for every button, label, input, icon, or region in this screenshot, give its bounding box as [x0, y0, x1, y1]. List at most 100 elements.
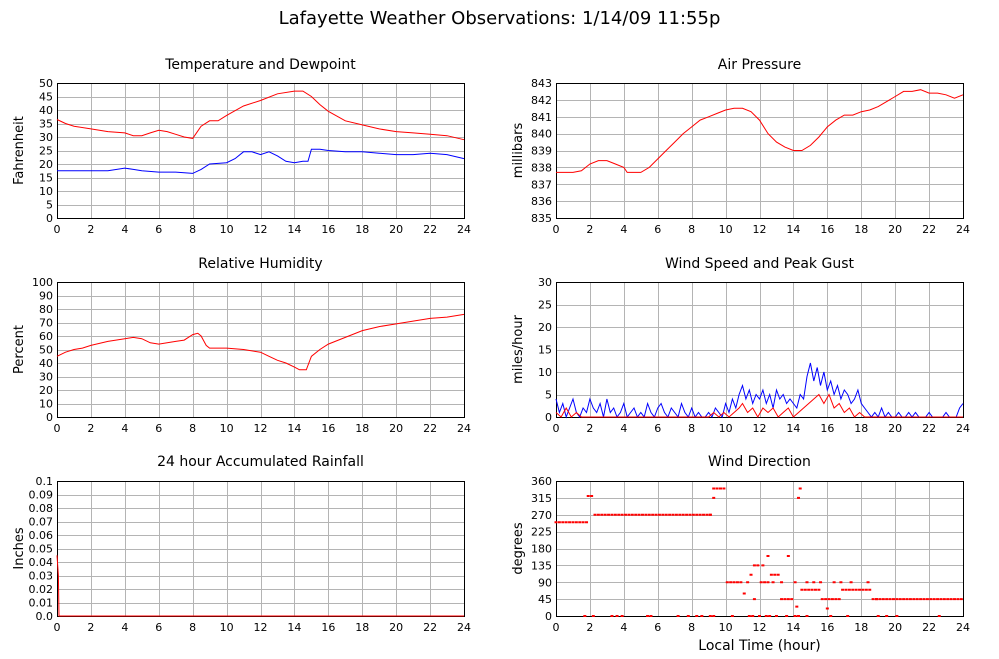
data-point — [868, 588, 872, 591]
data-point — [758, 615, 761, 617]
data-point — [827, 598, 831, 601]
x-tick-label: 18 — [355, 422, 369, 435]
x-tick-label: 8 — [688, 422, 695, 435]
grid — [57, 481, 465, 617]
data-point — [646, 615, 650, 617]
y-tick-label: 10 — [538, 366, 552, 379]
data-point — [878, 598, 882, 601]
x-tick-label: 10 — [719, 621, 733, 634]
x-tick-label: 4 — [620, 621, 627, 634]
page-title: Lafayette Weather Observations: 1/14/09 … — [278, 8, 721, 29]
data-point — [593, 513, 597, 516]
y-tick-label: 25 — [39, 145, 53, 158]
data-point — [700, 615, 704, 617]
x-tick-label: 22 — [922, 621, 936, 634]
series-line — [57, 148, 465, 174]
x-tick-label: 14 — [287, 621, 301, 634]
data-point — [730, 615, 734, 617]
y-tick-label: 843 — [531, 77, 552, 90]
plot-frame — [556, 83, 964, 219]
data-point — [712, 496, 716, 499]
data-point — [712, 615, 716, 617]
y-tick-label: 841 — [531, 111, 552, 124]
x-tick-label: 10 — [220, 223, 234, 236]
x-tick-label: 18 — [355, 621, 369, 634]
data-point — [586, 495, 590, 497]
data-point — [790, 598, 794, 601]
x-tick-label: 0 — [553, 223, 560, 236]
data-point — [876, 615, 880, 617]
data-point — [847, 588, 851, 591]
data-point — [786, 598, 790, 601]
data-point — [888, 598, 892, 601]
data-point — [708, 615, 712, 617]
data-point — [895, 598, 899, 601]
y-tick-label: 0.01 — [29, 597, 54, 610]
data-point — [661, 513, 665, 516]
y-tick-label: 836 — [531, 195, 552, 208]
series-line — [56, 313, 465, 371]
data-point — [732, 581, 736, 584]
data-point — [953, 598, 957, 601]
x-tick-label: 2 — [586, 223, 593, 236]
x-tick-label: 20 — [888, 422, 902, 435]
x-tick-label: 20 — [389, 621, 403, 634]
data-point — [946, 598, 950, 601]
data-point — [830, 598, 834, 601]
x-tick-label: 4 — [121, 621, 128, 634]
data-point — [685, 513, 689, 516]
data-point — [766, 555, 770, 557]
x-tick-label: 14 — [287, 422, 301, 435]
y-tick-label: 10 — [39, 185, 53, 198]
data-point — [564, 521, 568, 524]
data-point — [837, 598, 841, 601]
chart-title: Wind Direction — [708, 454, 811, 470]
x-tick-label: 14 — [786, 621, 800, 634]
data-point — [824, 598, 828, 601]
y-tick-label: 45 — [538, 593, 552, 606]
data-point — [671, 513, 675, 516]
data-point — [691, 513, 695, 516]
chart-title: 24 hour Accumulated Rainfall — [157, 454, 364, 470]
x-tick-label: 10 — [220, 422, 234, 435]
data-point — [875, 598, 879, 601]
x-tick-label: 14 — [287, 223, 301, 236]
y-tick-label: 0.05 — [29, 543, 54, 556]
x-tick-label: 12 — [753, 621, 767, 634]
x-tick-label: 22 — [423, 223, 437, 236]
data-point — [915, 598, 919, 601]
data-point — [749, 573, 753, 576]
data-point — [698, 513, 702, 516]
data-point — [956, 598, 960, 601]
data-point — [858, 588, 862, 591]
data-point — [607, 513, 611, 516]
y-tick-label: 70 — [39, 317, 53, 330]
data-point — [739, 581, 743, 584]
data-point — [568, 521, 572, 524]
series-line — [56, 90, 465, 141]
data-point — [819, 581, 823, 584]
data-point — [578, 521, 582, 524]
data-point — [959, 598, 963, 601]
x-tick-label: 16 — [321, 223, 335, 236]
y-tick-label: 835 — [531, 212, 552, 225]
x-tick-label: 16 — [321, 621, 335, 634]
x-tick-label: 16 — [820, 621, 834, 634]
data-point — [783, 598, 787, 601]
data-point — [596, 513, 600, 516]
x-tick-label: 12 — [254, 223, 268, 236]
y-tick-label: 50 — [39, 344, 53, 357]
y-tick-label: 0.08 — [29, 502, 54, 515]
x-tick-label: 24 — [956, 621, 970, 634]
grid — [556, 83, 964, 219]
data-point — [810, 588, 814, 591]
data-point — [729, 581, 733, 584]
y-tick-label: 0.02 — [29, 583, 54, 596]
chart-title: Temperature and Dewpoint — [164, 57, 356, 73]
x-tick-label: 24 — [457, 621, 471, 634]
x-tick-label: 10 — [220, 621, 234, 634]
data-point — [825, 607, 829, 610]
data-point — [813, 588, 817, 591]
x-tick-label: 8 — [688, 621, 695, 634]
data-point — [678, 513, 682, 516]
